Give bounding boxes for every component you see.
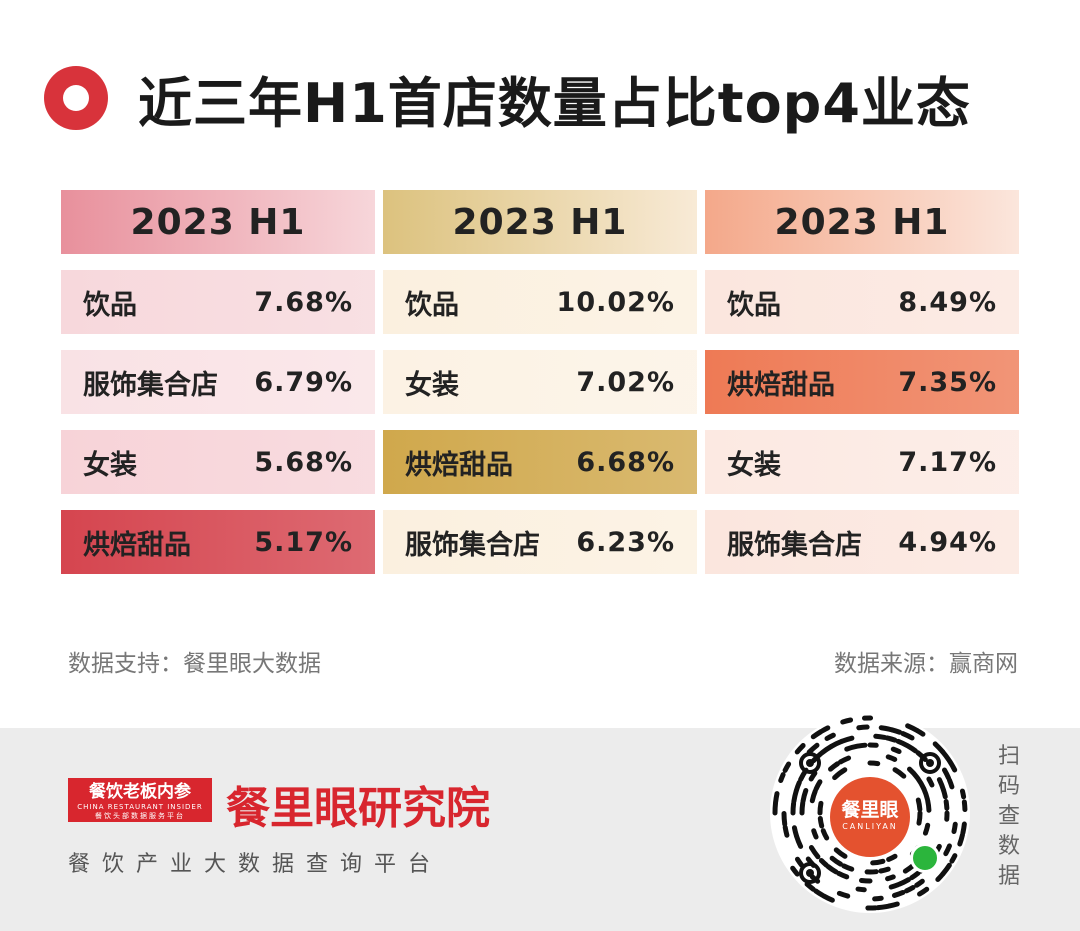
brand-name: 餐里眼研究院 [226,783,490,834]
ring-icon [44,66,108,130]
table-column: 2023 H1 饮品 7.68% 服饰集合店 6.79% 女装 5.68% 烘焙甜品 5.17% [61,190,375,574]
category-label: 服饰集合店 [83,369,218,401]
column-header: 2023 H1 [61,190,375,254]
share-value: 10.02% [556,286,675,318]
category-label: 女装 [727,449,781,481]
share-value: 7.17% [898,446,997,478]
table-cell: 女装 7.17% [705,430,1019,494]
table-cell: 饮品 7.68% [61,270,375,334]
share-value: 5.17% [254,526,353,558]
brand-logo-name: 餐饮老板内参 [89,782,191,802]
category-label: 服饰集合店 [405,529,540,561]
column-header: 2023 H1 [383,190,697,254]
qr-badge-english: CANLIYAN [842,822,898,831]
table-cell: 服饰集合店 6.79% [61,350,375,414]
qr-badge-name: 餐里眼 [841,799,899,821]
category-label: 饮品 [405,289,459,321]
scan-hint: 扫码查数据 [994,742,1024,892]
table-cell: 烘焙甜品 6.68% [383,430,697,494]
share-value: 5.68% [254,446,353,478]
scan-hint-char: 码 [997,774,1020,799]
table-cell: 烘焙甜品 7.35% [705,350,1019,414]
qr-badge: 餐里眼 CANLIYAN [830,777,910,857]
category-label: 烘焙甜品 [727,369,835,401]
category-label: 烘焙甜品 [405,449,513,481]
share-value: 6.23% [576,526,675,558]
scan-hint-char: 查 [997,804,1020,829]
category-label: 烘焙甜品 [83,529,191,561]
share-value: 7.02% [576,366,675,398]
share-value: 6.79% [254,366,353,398]
category-label: 饮品 [727,289,781,321]
table-cell: 女装 5.68% [61,430,375,494]
qr-code[interactable]: 餐里眼 CANLIYAN [770,713,970,913]
table-cell: 饮品 10.02% [383,270,697,334]
brand-logo-sub: 餐饮头部数据服务平台 [95,812,185,820]
scan-hint-char: 据 [997,864,1020,889]
qr-pattern-icon [772,715,968,911]
tagline: 餐饮产业大数据查询平台 [68,852,443,877]
table-cell: 饮品 8.49% [705,270,1019,334]
category-label: 女装 [83,449,137,481]
scan-hint-char: 数 [997,834,1020,859]
brand-logo: 餐饮老板内参 CHINA RESTAURANT INSIDER 餐饮头部数据服务… [68,778,212,822]
table-cell: 服饰集合店 4.94% [705,510,1019,574]
column-header: 2023 H1 [705,190,1019,254]
scan-hint-char: 扫 [997,744,1020,769]
brand-logo-english: CHINA RESTAURANT INSIDER [77,803,203,811]
wechat-mini-program-icon [910,843,940,873]
table-cell: 烘焙甜品 5.17% [61,510,375,574]
category-label: 饮品 [83,289,137,321]
share-value: 8.49% [898,286,997,318]
table-column: 2023 H1 饮品 10.02% 女装 7.02% 烘焙甜品 6.68% 服饰集合店 6.23… [383,190,697,574]
table-cell: 服饰集合店 6.23% [383,510,697,574]
category-label: 女装 [405,369,459,401]
page-title: 近三年H1首店数量占比top4业态 [138,71,971,135]
table-column: 2023 H1 饮品 8.49% 烘焙甜品 7.35% 女装 7.17% 服饰集合店 4.94% [705,190,1019,574]
data-support-note: 数据支持：餐里眼大数据 [68,651,321,677]
title-row: 近三年H1首店数量占比top4业态 [44,62,971,135]
table-cell: 女装 7.02% [383,350,697,414]
share-value: 7.68% [254,286,353,318]
share-value: 7.35% [898,366,997,398]
share-value: 4.94% [898,526,997,558]
data-source-note: 数据来源：赢商网 [834,651,1018,677]
share-value: 6.68% [576,446,675,478]
category-label: 服饰集合店 [727,529,862,561]
